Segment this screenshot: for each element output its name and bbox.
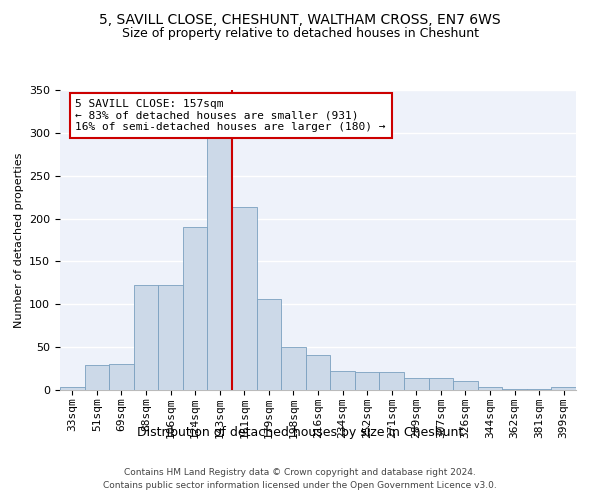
Bar [306,355,330,390]
Bar [379,372,404,390]
Text: Distribution of detached houses by size in Cheshunt: Distribution of detached houses by size … [137,426,463,439]
Y-axis label: Number of detached properties: Number of detached properties [14,152,23,328]
Text: 5, SAVILL CLOSE, CHESHUNT, WALTHAM CROSS, EN7 6WS: 5, SAVILL CLOSE, CHESHUNT, WALTHAM CROSS… [99,12,501,26]
Bar [232,208,257,390]
Bar [428,378,453,390]
Text: Size of property relative to detached houses in Cheshunt: Size of property relative to detached ho… [121,28,479,40]
Text: Contains HM Land Registry data © Crown copyright and database right 2024.: Contains HM Land Registry data © Crown c… [124,468,476,477]
Bar [109,364,134,390]
Bar [527,389,551,390]
Bar [404,378,428,390]
Bar [85,365,109,390]
Bar [183,227,208,390]
Bar [355,372,379,390]
Bar [453,382,478,390]
Bar [134,286,158,390]
Bar [60,386,85,390]
Bar [502,389,527,390]
Text: Contains public sector information licensed under the Open Government Licence v3: Contains public sector information licen… [103,480,497,490]
Bar [551,386,576,390]
Bar [478,386,502,390]
Bar [330,371,355,390]
Bar [257,299,281,390]
Bar [281,347,306,390]
Bar [208,137,232,390]
Bar [158,286,183,390]
Text: 5 SAVILL CLOSE: 157sqm
← 83% of detached houses are smaller (931)
16% of semi-de: 5 SAVILL CLOSE: 157sqm ← 83% of detached… [76,99,386,132]
